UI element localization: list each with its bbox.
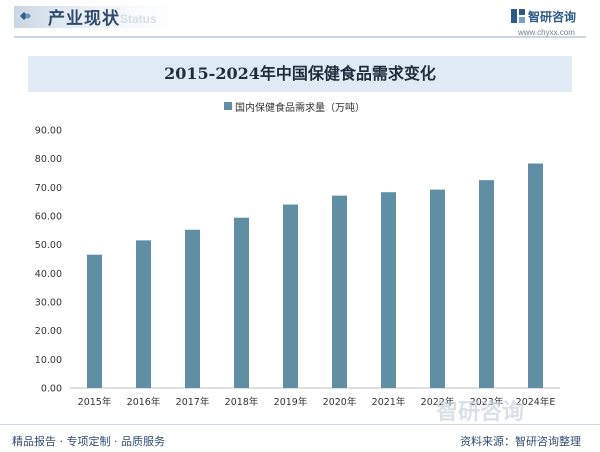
- y-tick-label: 50.00: [35, 240, 62, 251]
- bar: [87, 254, 102, 388]
- x-tick-label: 2023年: [470, 396, 504, 408]
- bar: [185, 229, 200, 388]
- x-tick-label: 2018年: [225, 396, 259, 408]
- legend-swatch: [224, 102, 232, 110]
- x-tick-label: 2020年: [323, 396, 357, 408]
- chart-title: 2015-2024年中国保健食品需求变化: [164, 64, 436, 83]
- y-tick-label: 70.00: [35, 183, 62, 194]
- x-tick-label: 2017年: [176, 396, 210, 408]
- bar: [234, 217, 249, 388]
- x-tick-label: 2019年: [274, 396, 308, 408]
- bar: [430, 189, 445, 388]
- footer-divider: [0, 424, 600, 425]
- footer-slogan: 精品报告 · 专项定制 · 品质服务: [12, 435, 165, 448]
- brand: 智研咨询 www.chyxx.com: [510, 8, 596, 38]
- footer-source: 资料来源：智研咨询整理: [460, 435, 581, 448]
- bar-chart: 0.00 10.00 20.00 30.00 40.00 50.00 60.00 70.00 8…: [35, 126, 560, 408]
- header-watermark: Status: [120, 12, 157, 26]
- brand-name: 智研咨询: [528, 10, 577, 24]
- brand-logo-icon: [511, 9, 525, 23]
- y-tick-label: 30.00: [35, 298, 62, 309]
- y-tick-label: 10.00: [35, 355, 62, 366]
- y-tick-label: 60.00: [35, 212, 62, 223]
- footer: 智研咨询 精品报告 · 专项定制 · 品质服务 资料来源：智研咨询整理: [0, 400, 600, 452]
- footer-watermark: 智研咨询: [436, 400, 525, 425]
- y-tick-label: 20.00: [35, 326, 62, 337]
- y-tick-label: 80.00: [35, 154, 62, 165]
- x-tick-label: 2015年: [78, 396, 112, 408]
- y-tick-label: 40.00: [35, 269, 62, 280]
- section-title: 产业现状: [48, 9, 120, 29]
- bar: [332, 195, 347, 388]
- header-banner: [14, 6, 204, 28]
- bar: [381, 192, 396, 388]
- x-tick-label: 2024年E: [516, 396, 556, 408]
- x-tick-label: 2016年: [127, 396, 161, 408]
- x-tick-label: 2022年: [421, 396, 455, 408]
- header-divider: [14, 36, 586, 38]
- legend-label: 国内保健食品需求量（万吨）: [235, 103, 365, 114]
- bar: [479, 180, 494, 388]
- y-tick-label: 0.00: [41, 384, 62, 395]
- x-tick-label: 2021年: [372, 396, 406, 408]
- bar: [283, 204, 298, 388]
- brand-url: www.chyxx.com: [518, 28, 575, 37]
- bar: [136, 240, 151, 388]
- chart-title-banner: 2015-2024年中国保健食品需求变化: [28, 56, 572, 92]
- y-tick-label: 90.00: [35, 126, 62, 137]
- bar: [528, 163, 543, 388]
- diamond-icon: [20, 12, 31, 20]
- header: 产业现状 Status 智研咨询 www.chyxx.com: [0, 0, 600, 46]
